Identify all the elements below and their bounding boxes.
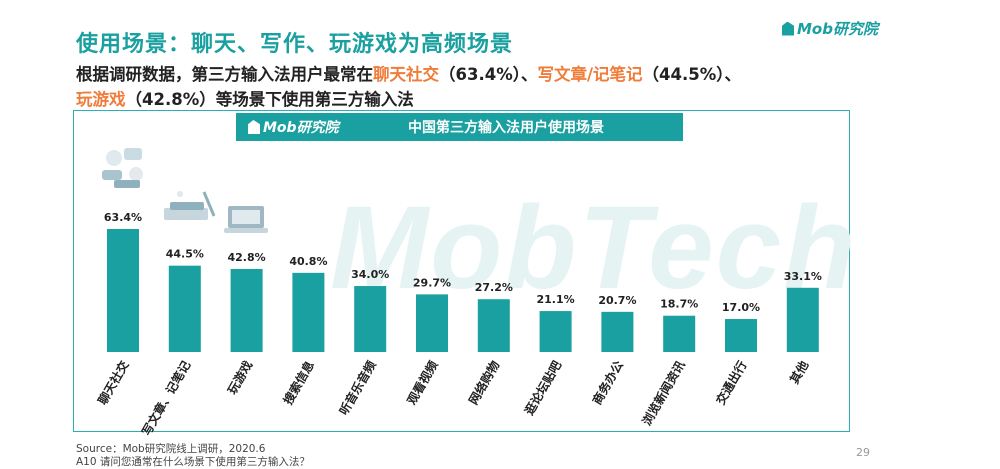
chart-header: Mob研究院 中国第三方输入法用户使用场景 [236, 113, 683, 141]
category-label-10: 浏览新闻资讯 [639, 358, 688, 428]
data-label-7: 27.2% [475, 281, 513, 294]
source-note: Source：Mob研究院线上调研，2020.6 [76, 443, 266, 455]
bar-7 [477, 299, 510, 352]
watermark: MobTech [330, 182, 858, 314]
subtitle-highlight-1: 聊天社交 [373, 65, 439, 84]
category-label-11: 交通出行 [713, 358, 750, 407]
category-label-6: 观看视频 [404, 358, 441, 407]
subtitle-text-1: 根据调研数据，第三方输入法用户最常在 [76, 65, 373, 84]
data-label-9: 20.7% [598, 294, 636, 307]
bar-4 [292, 272, 325, 352]
bar-9 [601, 311, 634, 352]
data-label-10: 18.7% [660, 298, 698, 311]
data-label-2: 44.5% [166, 248, 204, 261]
data-label-12: 33.1% [784, 270, 822, 283]
category-label-7: 网络购物 [465, 358, 502, 407]
category-label-5: 听音乐音频 [336, 358, 379, 417]
bar-11 [725, 319, 757, 352]
category-label-1: 聊天社交 [95, 358, 132, 407]
category-label-8: 逛论坛贴吧 [521, 358, 564, 417]
category-label-3: 玩游戏 [224, 358, 255, 397]
data-label-1: 63.4% [104, 211, 142, 224]
bar-2 [168, 265, 201, 352]
game-illustration-icon [224, 206, 268, 233]
page-number: 29 [856, 446, 870, 459]
chart-title: 中国第三方输入法用户使用场景 [408, 120, 604, 136]
bar-5 [354, 286, 387, 352]
bar-8 [539, 311, 572, 352]
data-label-5: 34.0% [351, 268, 389, 281]
subtitle-highlight-3: 玩游戏 [76, 90, 126, 109]
brand-name: Mob研究院 [797, 20, 878, 38]
data-label-3: 42.8% [228, 251, 266, 264]
chart-header-brand: Mob研究院 [248, 117, 368, 137]
subtitle-highlight-2: 写文章/记笔记 [537, 65, 643, 84]
building-icon [248, 120, 260, 134]
bar-3 [230, 268, 263, 352]
data-label-6: 29.7% [413, 276, 451, 289]
data-label-4: 40.8% [289, 255, 327, 268]
subtitle-text-3: （44.5%）、 [642, 65, 742, 84]
subtitle-text-2: （63.4%）、 [439, 65, 538, 84]
writing-illustration-icon [164, 191, 216, 220]
bar-12 [786, 287, 819, 352]
chart-header-brand-name: Mob研究院 [263, 120, 339, 136]
page-subtitle: 根据调研数据，第三方输入法用户最常在聊天社交（63.4%）、写文章/记笔记（44… [76, 62, 876, 112]
subtitle-text-4: （42.8%）等场景下使用第三方输入法 [125, 90, 414, 109]
category-label-12: 其他 [786, 358, 811, 386]
chat-illustration-icon [102, 148, 143, 188]
category-label-2: 写文章、记笔记 [138, 358, 193, 438]
data-label-8: 21.1% [537, 293, 575, 306]
category-label-4: 搜索信息 [280, 358, 317, 407]
data-label-11: 17.0% [722, 301, 760, 314]
category-label-9: 商务办公 [589, 358, 626, 407]
chart-frame [73, 110, 850, 432]
building-icon [782, 21, 794, 36]
bar-6 [416, 294, 448, 352]
bar-1 [107, 229, 139, 352]
bar-10 [663, 315, 696, 352]
brand-logo: Mob研究院 [782, 18, 878, 39]
page-title: 使用场景：聊天、写作、玩游戏为高频场景 [76, 32, 514, 57]
